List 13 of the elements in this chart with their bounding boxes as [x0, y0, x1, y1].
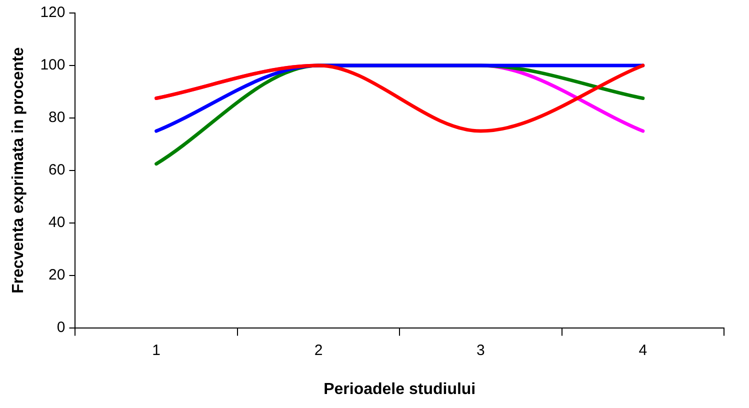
- x-tick-label: 4: [638, 342, 648, 359]
- x-axis-title: Perioadele studiului: [324, 380, 476, 398]
- x-tick-label: 2: [314, 342, 323, 359]
- y-tick-label: 80: [48, 109, 66, 126]
- x-tick-label: 1: [152, 342, 160, 359]
- y-tick-label: 20: [48, 266, 66, 284]
- y-tick-label: 0: [56, 318, 66, 336]
- y-axis-title: Frecventa exprimata in procente: [10, 47, 28, 294]
- y-tick-label: 100: [40, 56, 66, 74]
- y-tick-label: 40: [48, 214, 66, 232]
- y-tick-label: 120: [40, 4, 66, 22]
- y-tick-label: 60: [48, 162, 66, 179]
- x-tick-label: 3: [476, 342, 485, 359]
